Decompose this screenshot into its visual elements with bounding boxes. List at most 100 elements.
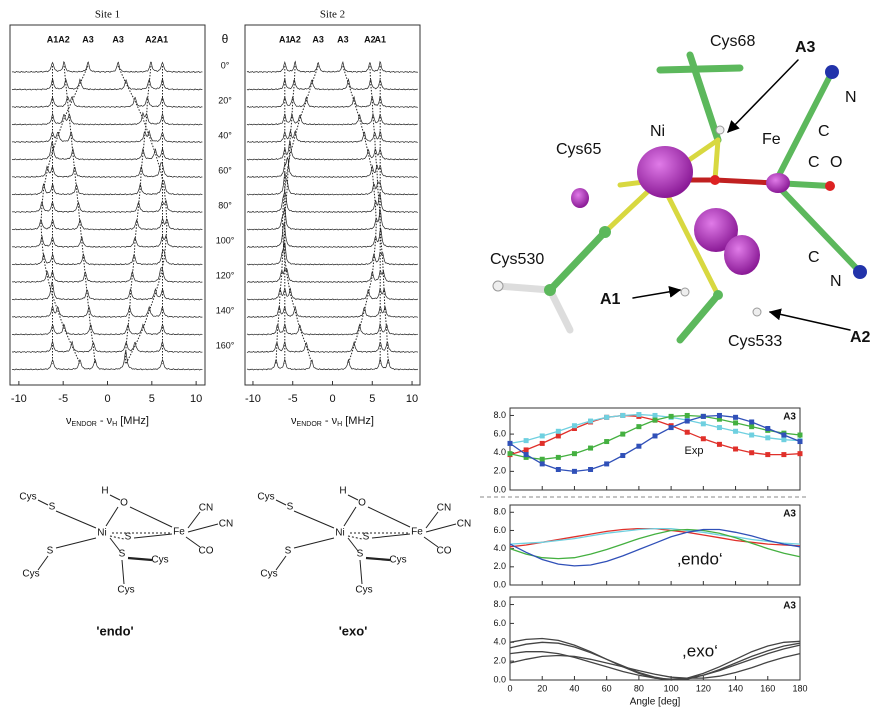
series-line bbox=[509, 528, 801, 560]
atom-label: Cys bbox=[151, 555, 168, 566]
atom-label: S bbox=[47, 546, 54, 557]
y-tick-label: 4.0 bbox=[493, 637, 506, 647]
peak-label: A2 bbox=[364, 34, 376, 44]
series-marker bbox=[733, 420, 739, 426]
panel-frame bbox=[9, 24, 206, 386]
series-marker bbox=[636, 424, 642, 430]
spectrum-trace bbox=[246, 221, 418, 248]
spectrum-trace bbox=[246, 172, 418, 196]
series-marker bbox=[765, 452, 771, 458]
y-tick-label: 0.0 bbox=[493, 484, 506, 494]
bond bbox=[371, 533, 411, 539]
atom-label: Cys bbox=[19, 492, 36, 503]
atom-label: Cys bbox=[260, 569, 277, 580]
series-marker bbox=[652, 417, 658, 423]
series-marker bbox=[523, 447, 529, 453]
x-axis-label-part: H bbox=[337, 421, 342, 428]
series-marker bbox=[588, 418, 594, 424]
atom-label: Fe bbox=[173, 527, 185, 538]
x-axis-label-part: - ν bbox=[97, 415, 113, 427]
series-marker bbox=[668, 425, 674, 431]
y-tick-label: 2.0 bbox=[493, 466, 506, 476]
atom-label: S bbox=[287, 502, 294, 513]
peak-label: A3 bbox=[337, 34, 349, 44]
series-marker bbox=[620, 453, 626, 459]
y-tick-label: 8.0 bbox=[493, 507, 506, 517]
x-tick-label: 160 bbox=[760, 683, 775, 693]
spectrum-trace bbox=[11, 199, 203, 214]
x-axis-label-part: ENDOR bbox=[72, 421, 97, 428]
x-axis-label-part: [MHz] bbox=[117, 415, 149, 427]
theta-label: θ bbox=[222, 32, 229, 46]
x-tick-label: 40 bbox=[569, 683, 579, 693]
series-marker bbox=[571, 468, 577, 474]
series-marker bbox=[684, 418, 690, 424]
series-marker bbox=[797, 432, 803, 438]
bond bbox=[55, 510, 97, 529]
x-tick-label: 80 bbox=[634, 683, 644, 693]
x-tick-label: 20 bbox=[537, 683, 547, 693]
label: A2 bbox=[850, 329, 871, 346]
peak-label: A1 bbox=[279, 34, 291, 44]
y-tick-label: 8.0 bbox=[493, 410, 506, 420]
panel-title: Site 2 bbox=[320, 9, 345, 21]
spectrum-trace bbox=[11, 217, 203, 231]
structure-caption: 'endo' bbox=[96, 623, 133, 638]
peak-track bbox=[117, 65, 168, 364]
x-tick-label: 60 bbox=[602, 683, 612, 693]
angle-label: 160° bbox=[216, 340, 235, 350]
spectrum-trace bbox=[11, 141, 203, 161]
annotation: Exp bbox=[685, 445, 704, 457]
series-marker bbox=[765, 435, 771, 441]
spectrum-trace bbox=[246, 112, 418, 126]
spectrum-trace bbox=[246, 357, 419, 371]
spectrum-trace bbox=[12, 281, 203, 301]
spectrum-trace bbox=[246, 322, 419, 336]
atom-label: H bbox=[101, 486, 108, 497]
bond bbox=[293, 510, 335, 529]
bond bbox=[425, 511, 439, 529]
spectrum-trace bbox=[246, 139, 418, 161]
angle-label: 0° bbox=[221, 60, 230, 70]
bond bbox=[105, 506, 119, 527]
spectrum-trace bbox=[11, 111, 203, 126]
label: A1 bbox=[600, 291, 621, 308]
x-tick-label: 0 bbox=[507, 683, 512, 693]
series-line bbox=[509, 414, 801, 473]
peak-label: A3 bbox=[82, 34, 94, 44]
spectrum-trace bbox=[11, 249, 203, 266]
bond bbox=[359, 559, 363, 585]
series-marker bbox=[652, 412, 658, 418]
peak-track bbox=[40, 65, 89, 364]
bond bbox=[121, 559, 125, 585]
bond bbox=[37, 555, 49, 571]
spectrum-trace bbox=[246, 60, 419, 73]
atom-label: Fe bbox=[411, 527, 423, 538]
atom-label: S bbox=[49, 502, 56, 513]
atom-label: CN bbox=[199, 503, 213, 514]
atom-label: Ni bbox=[97, 528, 106, 539]
atom-label: CN bbox=[457, 519, 471, 530]
label: N bbox=[845, 89, 857, 106]
series-marker bbox=[684, 412, 690, 418]
series-marker bbox=[555, 433, 561, 439]
bond bbox=[423, 536, 439, 548]
spectrum-trace bbox=[246, 78, 418, 91]
x-axis-label: Angle [deg] bbox=[630, 697, 681, 708]
series-marker bbox=[781, 432, 787, 438]
bond bbox=[185, 536, 201, 548]
series-marker bbox=[523, 452, 529, 458]
x-axis-label-part: ENDOR bbox=[297, 421, 322, 428]
peak-label: A3 bbox=[112, 34, 124, 44]
y-tick-label: 2.0 bbox=[493, 561, 506, 571]
x-axis-label-part: ν bbox=[66, 415, 72, 427]
series-marker bbox=[539, 440, 545, 446]
series-marker bbox=[733, 414, 739, 420]
label: Fe bbox=[762, 131, 781, 148]
peak-track bbox=[281, 65, 319, 364]
peak-label: A2 bbox=[58, 34, 70, 44]
angle-label: 80° bbox=[218, 200, 232, 210]
bond bbox=[347, 535, 363, 540]
x-axis-label: νENDOR - νH [MHz] bbox=[66, 415, 149, 428]
